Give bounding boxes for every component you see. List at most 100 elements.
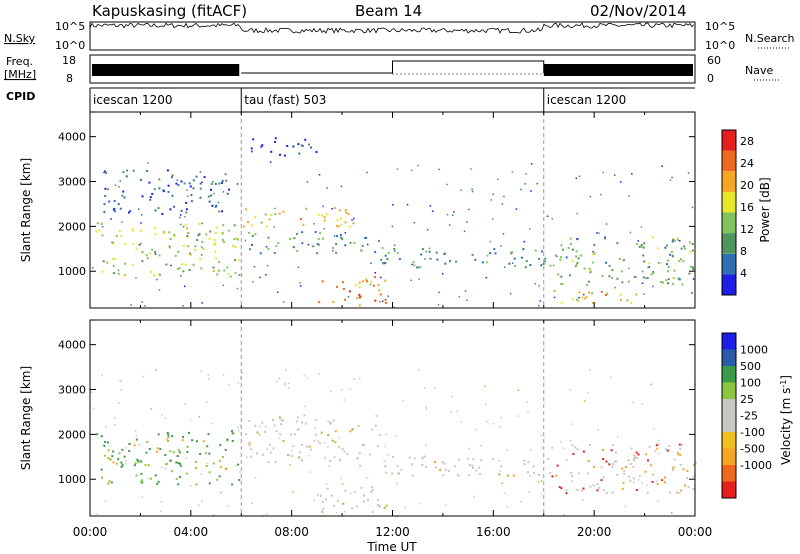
range-cell [291, 455, 294, 458]
range-cell [217, 260, 220, 263]
range-cell [313, 439, 316, 442]
range-cell [134, 430, 137, 432]
freq-trace [92, 60, 693, 76]
range-cell [154, 474, 157, 477]
range-cell [247, 221, 250, 223]
range-cell [613, 460, 616, 463]
range-cell [158, 289, 161, 291]
range-cell [662, 281, 664, 284]
range-cell [284, 383, 286, 386]
range-cell [124, 243, 127, 245]
range-cell [289, 238, 292, 240]
range-cell [575, 255, 578, 258]
range-cell [525, 260, 528, 263]
range-cell [574, 446, 577, 449]
range-cell [321, 510, 324, 513]
range-cell [196, 239, 199, 241]
range-cell [236, 287, 239, 290]
velocity-panel-frame [89, 319, 696, 517]
range-cell [274, 460, 277, 463]
range-cell [125, 175, 128, 178]
range-cell [209, 230, 212, 233]
range-cell [207, 378, 210, 380]
range-cell [120, 380, 122, 383]
range-cell [178, 267, 181, 269]
range-cell [318, 174, 321, 176]
range-cell [677, 239, 679, 241]
range-cell [633, 459, 636, 462]
range-cell [149, 196, 152, 199]
range-cell [202, 440, 205, 443]
range-cell [267, 461, 270, 464]
range-cell [571, 475, 574, 477]
range-cell [227, 272, 230, 275]
range-cell [104, 187, 107, 190]
range-cell [141, 479, 144, 482]
range-cell [378, 239, 380, 242]
range-cell [657, 439, 660, 442]
range-cell [408, 456, 411, 459]
range-cell [119, 180, 121, 182]
range-cell [366, 280, 369, 283]
range-cell [381, 247, 384, 249]
range-cell [296, 232, 298, 235]
range-cell [589, 444, 591, 446]
range-cell [215, 257, 218, 260]
range-cell [458, 475, 460, 477]
range-cell [635, 451, 638, 454]
range-cell [373, 276, 376, 278]
range-cell [227, 505, 230, 507]
range-cell [492, 423, 494, 425]
range-cell [104, 170, 106, 173]
range-cell [374, 272, 376, 274]
range-cell [221, 238, 224, 241]
range-cell [455, 260, 458, 263]
range-cell [283, 154, 286, 157]
range-cell [226, 438, 229, 441]
range-cell [557, 273, 560, 276]
range-cell [344, 244, 347, 247]
range-cell [176, 179, 179, 181]
range-cell [101, 225, 104, 228]
range-cell [669, 253, 672, 256]
range-cell [151, 248, 154, 251]
range-cell [653, 427, 655, 430]
range-cell [304, 405, 306, 408]
range-cell [680, 489, 683, 492]
range-cell [237, 382, 240, 384]
range-cell [661, 165, 663, 167]
range-cell [527, 461, 530, 464]
range-cell [322, 500, 325, 503]
range-cell [387, 251, 390, 254]
range-cell [112, 257, 115, 260]
range-cell [396, 482, 398, 485]
range-cell [565, 459, 568, 462]
range-cell [342, 288, 345, 290]
range-cell [363, 443, 366, 446]
range-cell [688, 241, 691, 244]
range-cell [135, 435, 137, 437]
colorbar-tick-label: 28 [740, 135, 754, 148]
range-cell [371, 489, 374, 491]
range-cell [150, 270, 152, 273]
range-cell [666, 449, 669, 452]
range-cell [604, 294, 607, 296]
range-cell [296, 428, 299, 431]
range-cell [327, 434, 330, 437]
range-cell [626, 299, 629, 302]
range-cell [185, 201, 188, 204]
range-cell [425, 465, 427, 468]
range-cell [254, 477, 257, 479]
range-cell [104, 440, 107, 443]
range-cell [356, 457, 359, 460]
range-cell [635, 243, 638, 246]
range-cell [104, 454, 107, 457]
range-cell [643, 242, 646, 245]
range-cell [147, 478, 149, 480]
range-cell [145, 169, 148, 172]
range-cell [642, 246, 645, 249]
range-cell [163, 232, 166, 235]
range-cell [374, 251, 377, 254]
range-cell [588, 291, 590, 294]
range-cell [367, 498, 369, 501]
